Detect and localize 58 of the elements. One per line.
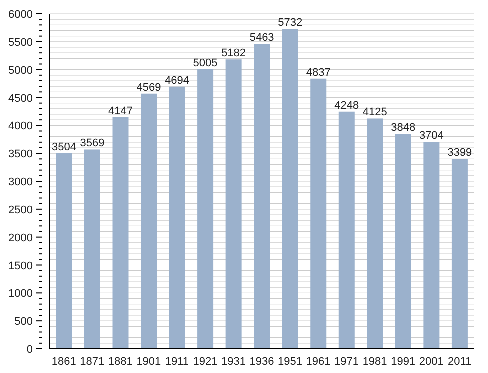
bar — [282, 28, 298, 349]
bar — [452, 159, 468, 349]
x-tick-label: 1861 — [52, 356, 76, 368]
x-tick-label: 1921 — [193, 356, 218, 368]
x-tick-label: 2001 — [419, 356, 444, 368]
bar — [338, 112, 355, 349]
x-tick-label: 1871 — [80, 356, 105, 368]
y-tick-label: 6000 — [8, 9, 33, 21]
data-label: 4125 — [362, 106, 388, 119]
x-tick-label: 1951 — [278, 356, 303, 368]
x-tick-label: 1911 — [165, 356, 190, 368]
x-tick-label: 1981 — [362, 356, 388, 368]
x-tick-label: 1991 — [391, 356, 416, 368]
bar — [310, 78, 327, 349]
x-tick-label: 2011 — [448, 356, 472, 368]
bar — [56, 153, 72, 349]
y-tick-label: 2000 — [8, 232, 33, 244]
bar — [198, 70, 214, 349]
data-label: 3399 — [448, 147, 472, 160]
data-label: 3848 — [391, 122, 416, 134]
y-tick-label: 5000 — [8, 64, 33, 77]
bar — [141, 94, 158, 349]
y-tick-label: 0 — [26, 344, 33, 356]
y-tick-label: 1500 — [8, 260, 33, 272]
data-label: 4569 — [136, 82, 162, 94]
data-label: 4694 — [165, 74, 190, 87]
bar — [226, 60, 242, 349]
data-label: 4147 — [108, 105, 133, 118]
y-tick-label: 3500 — [8, 148, 33, 161]
bar — [254, 44, 270, 349]
x-tick-label: 1901 — [136, 356, 162, 368]
y-tick-label: 4000 — [8, 120, 33, 133]
y-tick-label: 1000 — [8, 288, 33, 300]
y-tick-label: 2500 — [8, 204, 33, 216]
y-tick-label: 4500 — [8, 92, 33, 105]
bar — [169, 86, 186, 349]
y-tick-label: 3000 — [8, 176, 33, 188]
data-label: 4248 — [334, 100, 360, 112]
x-tick-label: 1881 — [108, 356, 133, 368]
bar — [112, 117, 129, 349]
x-tick-label: 1936 — [250, 356, 274, 368]
data-label: 4837 — [306, 66, 331, 79]
data-label: 5005 — [193, 58, 218, 70]
data-label: 3704 — [419, 130, 444, 142]
y-tick-label: 5500 — [8, 36, 33, 49]
data-label: 5732 — [278, 16, 303, 29]
data-label: 5463 — [250, 32, 274, 44]
x-tick-label: 1961 — [306, 356, 331, 368]
bar — [84, 150, 100, 349]
data-label: 5182 — [222, 48, 246, 60]
bar — [395, 134, 412, 349]
x-tick-label: 1971 — [334, 356, 360, 368]
bar — [367, 118, 384, 349]
y-tick-label: 500 — [14, 316, 33, 328]
data-label: 3504 — [52, 141, 76, 154]
bar — [424, 142, 440, 349]
data-label: 3569 — [80, 138, 105, 150]
x-tick-label: 1931 — [221, 356, 246, 368]
